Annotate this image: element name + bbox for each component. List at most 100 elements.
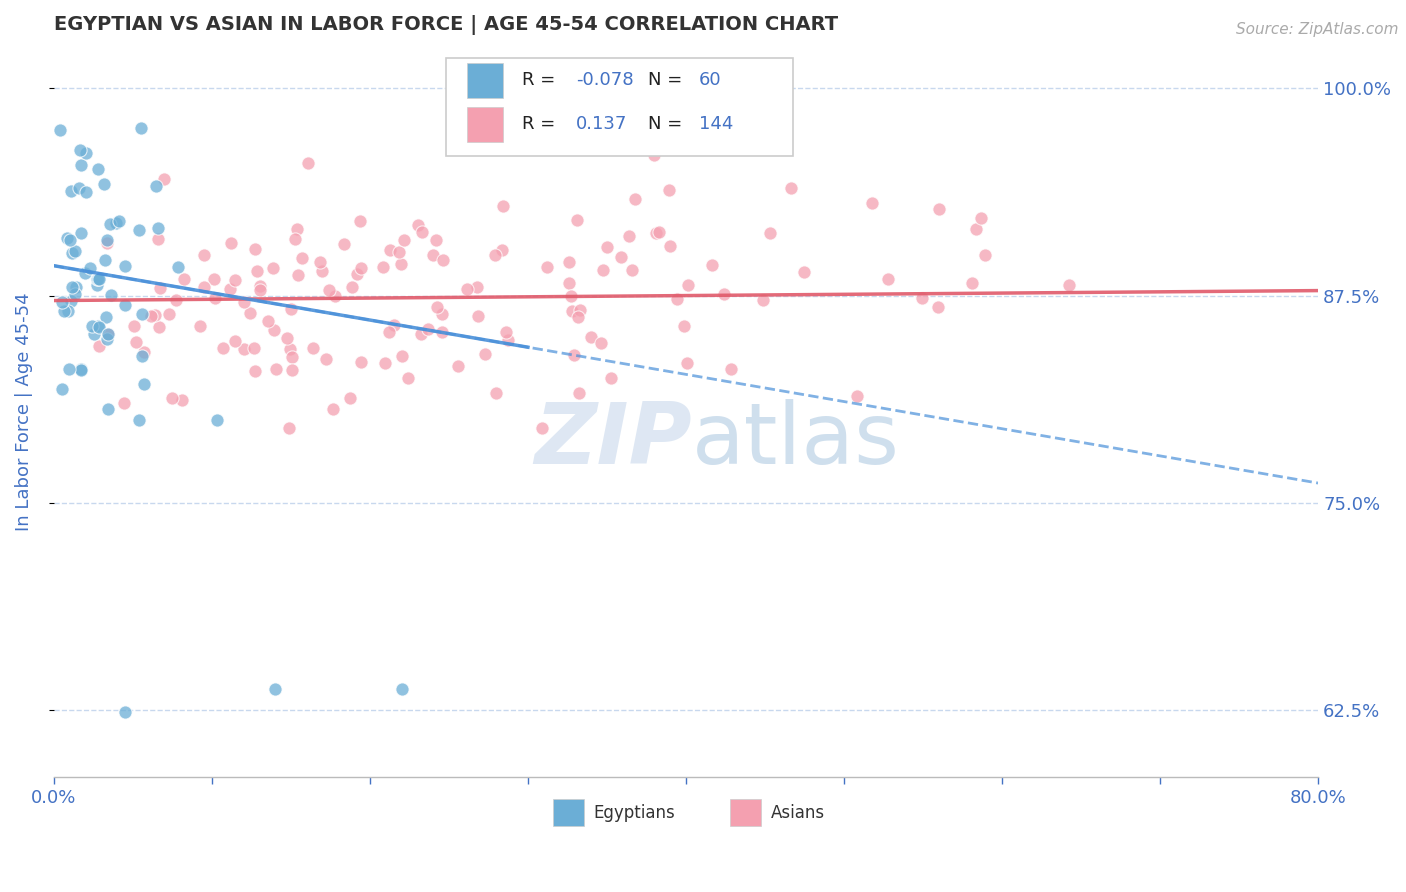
Point xyxy=(114,298,136,312)
Point xyxy=(340,280,363,294)
Point xyxy=(752,293,775,307)
Point xyxy=(149,281,172,295)
Point xyxy=(264,362,287,376)
Point xyxy=(128,222,150,236)
Point xyxy=(145,179,167,194)
Point xyxy=(624,192,647,206)
Point xyxy=(965,222,987,236)
Point xyxy=(391,681,413,696)
Point xyxy=(129,120,152,135)
Point xyxy=(391,349,413,363)
Point xyxy=(432,253,454,268)
Point xyxy=(79,260,101,275)
Point xyxy=(562,348,585,362)
Point xyxy=(927,300,949,314)
Point xyxy=(96,233,118,247)
Point xyxy=(100,287,122,301)
Point xyxy=(281,362,304,376)
Point xyxy=(153,172,176,186)
Point xyxy=(281,350,304,364)
Point xyxy=(51,295,73,310)
Point xyxy=(297,156,319,170)
Point xyxy=(700,258,723,272)
Point xyxy=(146,221,169,235)
Point xyxy=(125,334,148,349)
Point xyxy=(87,320,110,334)
Point xyxy=(382,318,405,332)
Point xyxy=(75,186,97,200)
Point xyxy=(860,195,883,210)
Text: ZIP: ZIP xyxy=(534,400,692,483)
Point xyxy=(568,386,591,401)
Point xyxy=(70,226,93,240)
Point xyxy=(143,308,166,322)
Point xyxy=(224,334,246,348)
Point xyxy=(148,319,170,334)
Point xyxy=(396,371,419,385)
Point xyxy=(263,322,285,336)
Point xyxy=(108,214,131,228)
Point xyxy=(98,217,121,231)
Point xyxy=(165,293,187,308)
Point xyxy=(128,413,150,427)
Point xyxy=(65,280,87,294)
Point xyxy=(596,240,619,254)
Point xyxy=(394,233,416,247)
Point xyxy=(243,242,266,256)
Point xyxy=(643,147,665,161)
Point xyxy=(114,396,136,410)
Point xyxy=(70,362,93,376)
Point xyxy=(496,334,519,348)
Text: atlas: atlas xyxy=(692,400,900,483)
Text: Asians: Asians xyxy=(770,804,825,822)
Text: -0.078: -0.078 xyxy=(576,71,634,89)
Point xyxy=(249,279,271,293)
Point xyxy=(720,362,742,376)
Point xyxy=(219,236,242,251)
Point xyxy=(536,260,558,274)
Point xyxy=(350,261,373,276)
Point xyxy=(65,286,87,301)
Point xyxy=(131,307,153,321)
Point xyxy=(233,342,256,356)
Point xyxy=(389,257,412,271)
Point xyxy=(339,391,361,405)
Point xyxy=(346,267,368,281)
Text: Egyptians: Egyptians xyxy=(593,804,675,822)
Point xyxy=(167,260,190,274)
Point xyxy=(51,382,73,396)
Point xyxy=(928,202,950,217)
Point xyxy=(567,212,589,227)
Point xyxy=(59,184,82,198)
Point xyxy=(278,421,301,435)
Point xyxy=(422,248,444,262)
Point xyxy=(291,251,314,265)
Point xyxy=(877,271,900,285)
Point xyxy=(333,236,356,251)
Point xyxy=(134,376,156,391)
Point xyxy=(380,243,402,257)
Point xyxy=(96,236,118,251)
Point xyxy=(97,402,120,417)
Point xyxy=(969,211,991,226)
Point xyxy=(60,245,83,260)
Point xyxy=(910,291,932,305)
Point xyxy=(245,364,267,378)
Point xyxy=(311,264,333,278)
Point xyxy=(676,278,699,293)
Point xyxy=(114,705,136,719)
Point xyxy=(659,239,682,253)
Point xyxy=(94,252,117,267)
Point xyxy=(87,319,110,334)
Point xyxy=(97,327,120,342)
Point xyxy=(485,385,508,400)
Point xyxy=(302,342,325,356)
Point xyxy=(105,216,128,230)
Point xyxy=(287,268,309,282)
Point xyxy=(648,225,671,239)
Point xyxy=(276,330,298,344)
Point xyxy=(388,245,411,260)
Point xyxy=(70,158,93,172)
Point xyxy=(465,280,488,294)
Point xyxy=(246,264,269,278)
